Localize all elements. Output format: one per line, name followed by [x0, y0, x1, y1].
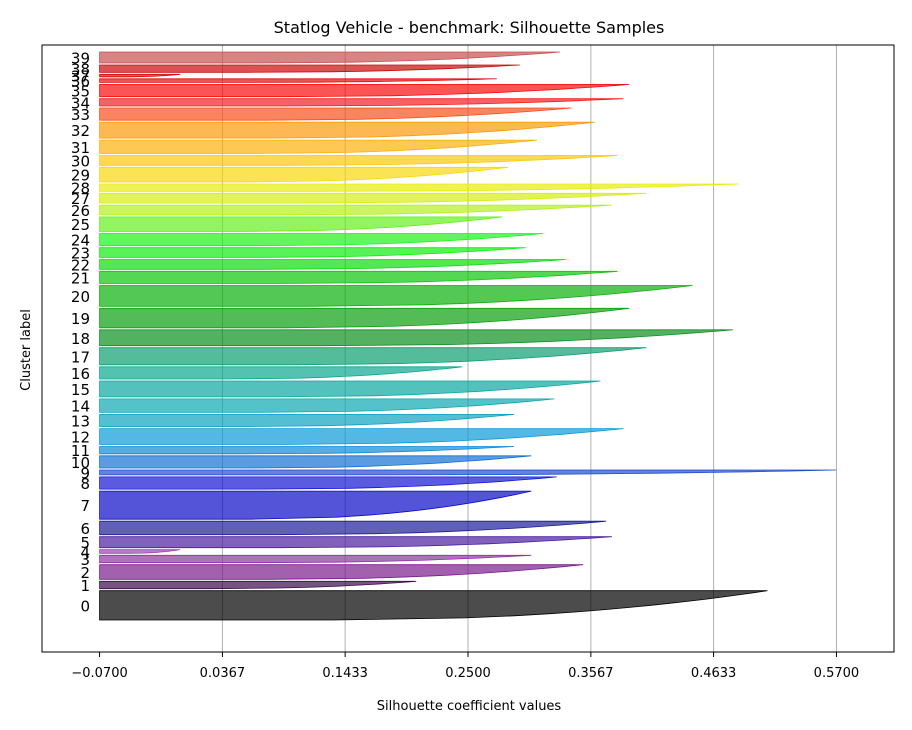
x-tick-label: −0.0700: [71, 666, 127, 681]
cluster-label-5: 5: [80, 534, 90, 552]
silhouette-band-11: [99, 446, 515, 455]
silhouette-band-27: [99, 192, 647, 204]
cluster-label-38: 38: [71, 61, 90, 79]
silhouette-band-20: [99, 285, 693, 307]
cluster-labels: 0123456789101112131415161718192021222324…: [71, 49, 90, 615]
cluster-label-11: 11: [71, 442, 90, 460]
x-axis-label: Silhouette coefficient values: [377, 699, 562, 714]
cluster-label-15: 15: [71, 381, 90, 399]
silhouette-band-33: [99, 107, 572, 121]
silhouette-band-1: [99, 580, 417, 590]
cluster-label-9: 9: [80, 464, 90, 482]
silhouette-band-26: [99, 204, 612, 216]
cluster-label-3: 3: [80, 551, 90, 569]
x-tick-label: 0.0367: [200, 666, 246, 681]
cluster-label-0: 0: [80, 597, 90, 615]
silhouette-band-13: [99, 414, 515, 427]
chart-title: Statlog Vehicle - benchmark: Silhouette …: [274, 18, 665, 37]
silhouette-band-22: [99, 259, 566, 270]
cluster-label-19: 19: [71, 310, 90, 328]
cluster-label-27: 27: [71, 190, 90, 208]
silhouette-band-15: [99, 380, 601, 398]
silhouette-band-19: [99, 307, 630, 329]
cluster-label-37: 37: [71, 68, 90, 86]
cluster-label-23: 23: [71, 245, 90, 263]
silhouette-band-17: [99, 347, 647, 366]
silhouette-band-38: [99, 64, 520, 73]
silhouette-band-5: [99, 536, 612, 549]
silhouette-band-10: [99, 455, 532, 469]
cluster-label-28: 28: [71, 180, 90, 198]
cluster-label-1: 1: [80, 577, 90, 595]
cluster-label-29: 29: [71, 167, 90, 185]
cluster-label-10: 10: [71, 454, 90, 472]
cluster-label-32: 32: [71, 122, 90, 140]
silhouette-band-9: [99, 469, 837, 476]
silhouette-band-28: [99, 183, 739, 192]
cluster-label-24: 24: [71, 232, 90, 250]
silhouette-band-14: [99, 398, 555, 413]
cluster-label-35: 35: [71, 83, 90, 101]
silhouette-band-29: [99, 166, 509, 183]
cluster-label-31: 31: [71, 139, 90, 157]
silhouette-band-37: [99, 73, 181, 78]
silhouette-band-7: [99, 490, 532, 520]
cluster-label-34: 34: [71, 94, 90, 112]
y-axis-label: Cluster label: [19, 309, 34, 391]
silhouette-band-16: [99, 366, 463, 380]
cluster-label-18: 18: [71, 330, 90, 348]
cluster-label-6: 6: [80, 520, 90, 538]
silhouette-band-18: [99, 329, 733, 347]
x-tick-label: 0.1433: [322, 666, 368, 681]
cluster-label-16: 16: [71, 365, 90, 383]
silhouette-bands: [99, 51, 837, 621]
x-tick-label: 0.2500: [445, 666, 491, 681]
silhouette-band-24: [99, 233, 543, 247]
cluster-label-26: 26: [71, 202, 90, 220]
x-tick-label: 0.4633: [691, 666, 737, 681]
silhouette-band-0: [99, 590, 768, 621]
cluster-label-39: 39: [71, 49, 90, 67]
silhouette-band-35: [99, 84, 630, 98]
silhouette-band-2: [99, 564, 584, 580]
silhouette-band-32: [99, 121, 595, 139]
cluster-label-8: 8: [80, 475, 90, 493]
cluster-label-30: 30: [71, 152, 90, 170]
cluster-label-36: 36: [71, 73, 90, 91]
cluster-label-22: 22: [71, 256, 90, 274]
cluster-label-4: 4: [80, 544, 90, 562]
silhouette-band-25: [99, 216, 503, 232]
cluster-label-20: 20: [71, 288, 90, 306]
silhouette-band-39: [99, 51, 561, 64]
cluster-label-13: 13: [71, 412, 90, 430]
cluster-label-2: 2: [80, 564, 90, 582]
cluster-label-25: 25: [71, 216, 90, 234]
cluster-label-7: 7: [80, 497, 90, 515]
silhouette-band-8: [99, 476, 557, 490]
silhouette-band-12: [99, 428, 624, 445]
cluster-label-33: 33: [71, 106, 90, 124]
cluster-label-12: 12: [71, 429, 90, 447]
x-tick-label: 0.3567: [568, 666, 614, 681]
silhouette-band-6: [99, 520, 607, 536]
silhouette-band-36: [99, 78, 497, 83]
silhouette-band-30: [99, 155, 618, 166]
x-axis-ticks: −0.0700 0.0367 0.1433 0.2500 0.3567 0.4633 0.5…: [71, 652, 859, 681]
silhouette-band-4: [99, 549, 181, 554]
silhouette-band-31: [99, 139, 538, 154]
cluster-label-14: 14: [71, 398, 90, 416]
silhouette-band-21: [99, 270, 618, 284]
silhouette-band-23: [99, 247, 526, 258]
cluster-label-17: 17: [71, 348, 90, 366]
silhouette-band-3: [99, 554, 532, 564]
silhouette-band-34: [99, 98, 624, 107]
cluster-label-21: 21: [71, 269, 90, 287]
x-tick-label: 0.5700: [814, 666, 860, 681]
